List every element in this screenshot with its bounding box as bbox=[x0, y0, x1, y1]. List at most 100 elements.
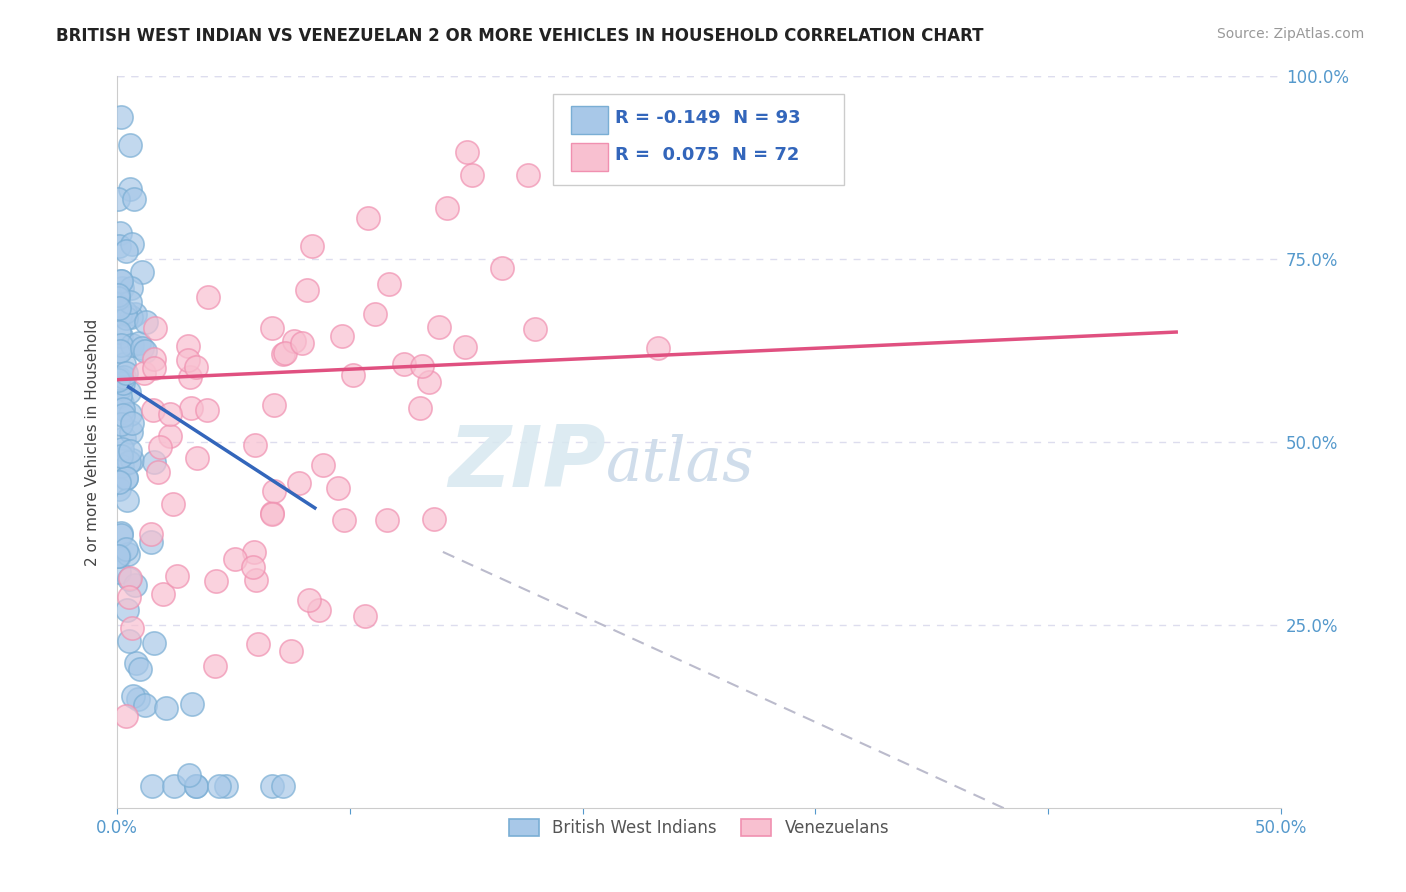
Point bbox=[120, 425, 142, 440]
FancyBboxPatch shape bbox=[571, 106, 609, 134]
Text: Source: ZipAtlas.com: Source: ZipAtlas.com bbox=[1216, 27, 1364, 41]
Point bbox=[205, 574, 228, 588]
Point bbox=[111, 442, 134, 456]
Point bbox=[107, 565, 129, 579]
Point bbox=[115, 708, 138, 723]
Point bbox=[163, 780, 186, 794]
Point bbox=[110, 111, 132, 125]
FancyBboxPatch shape bbox=[571, 143, 609, 170]
Point bbox=[118, 455, 141, 469]
Point bbox=[224, 552, 246, 566]
Point bbox=[108, 389, 131, 403]
Point bbox=[290, 336, 312, 351]
Point bbox=[115, 471, 138, 485]
Point bbox=[110, 417, 132, 432]
Point bbox=[142, 636, 165, 650]
Point bbox=[120, 181, 142, 195]
Text: R =  0.075  N = 72: R = 0.075 N = 72 bbox=[616, 145, 800, 163]
Point bbox=[245, 573, 267, 587]
Point bbox=[271, 780, 294, 794]
Point bbox=[124, 192, 146, 206]
Point bbox=[107, 192, 129, 206]
Point bbox=[152, 587, 174, 601]
Point bbox=[110, 525, 132, 540]
Point bbox=[121, 621, 143, 635]
Point bbox=[260, 506, 283, 520]
Point bbox=[121, 416, 143, 430]
Point bbox=[456, 145, 478, 160]
Point bbox=[107, 287, 129, 301]
Point bbox=[142, 352, 165, 367]
Point bbox=[280, 644, 302, 658]
Point bbox=[120, 295, 142, 310]
Point bbox=[375, 512, 398, 526]
Point bbox=[377, 277, 399, 292]
Point bbox=[647, 341, 669, 355]
Point bbox=[263, 484, 285, 499]
Point bbox=[274, 346, 297, 360]
Point bbox=[117, 572, 139, 586]
Point bbox=[117, 603, 139, 617]
Point bbox=[142, 403, 165, 417]
Point bbox=[122, 689, 145, 703]
Point bbox=[114, 471, 136, 485]
Point bbox=[125, 656, 148, 670]
Point bbox=[342, 368, 364, 382]
Point bbox=[128, 662, 150, 676]
Text: R = -0.149  N = 93: R = -0.149 N = 93 bbox=[616, 109, 801, 127]
Point bbox=[242, 559, 264, 574]
Point bbox=[120, 137, 142, 152]
Point bbox=[110, 227, 132, 241]
Point bbox=[118, 385, 141, 400]
Point bbox=[115, 310, 138, 325]
Point bbox=[108, 475, 131, 489]
Text: ZIP: ZIP bbox=[449, 423, 606, 506]
Point bbox=[112, 376, 135, 390]
Point bbox=[301, 239, 323, 253]
Point bbox=[110, 528, 132, 542]
Point bbox=[247, 637, 270, 651]
Point bbox=[288, 475, 311, 490]
Point bbox=[177, 353, 200, 368]
Point bbox=[208, 780, 231, 794]
Point bbox=[107, 239, 129, 253]
Point bbox=[436, 201, 458, 215]
Point bbox=[107, 291, 129, 305]
Point bbox=[110, 328, 132, 343]
Point bbox=[197, 290, 219, 304]
Point bbox=[124, 578, 146, 592]
Point bbox=[121, 453, 143, 467]
Point bbox=[166, 569, 188, 583]
Point bbox=[177, 339, 200, 353]
Point bbox=[353, 609, 375, 624]
Point bbox=[121, 338, 143, 352]
Point bbox=[108, 343, 131, 358]
Point bbox=[273, 347, 295, 361]
Point bbox=[107, 549, 129, 563]
Point bbox=[195, 402, 218, 417]
Point bbox=[107, 344, 129, 359]
Point bbox=[186, 450, 208, 465]
Point bbox=[107, 373, 129, 387]
Point bbox=[184, 780, 207, 794]
Point bbox=[159, 407, 181, 421]
Point bbox=[260, 780, 283, 794]
Point bbox=[134, 698, 156, 712]
Point bbox=[142, 455, 165, 469]
Point bbox=[117, 547, 139, 561]
Point bbox=[112, 369, 135, 384]
Point bbox=[108, 381, 131, 395]
Point bbox=[262, 507, 284, 521]
Point bbox=[179, 369, 201, 384]
Point bbox=[131, 265, 153, 279]
Point bbox=[118, 571, 141, 585]
Point bbox=[124, 307, 146, 321]
Y-axis label: 2 or more Vehicles in Household: 2 or more Vehicles in Household bbox=[86, 318, 100, 566]
Point bbox=[162, 497, 184, 511]
Point bbox=[111, 409, 134, 423]
Point bbox=[184, 780, 207, 794]
Point bbox=[516, 169, 538, 183]
Point bbox=[418, 375, 440, 389]
Point bbox=[461, 168, 484, 182]
Point bbox=[110, 274, 132, 288]
